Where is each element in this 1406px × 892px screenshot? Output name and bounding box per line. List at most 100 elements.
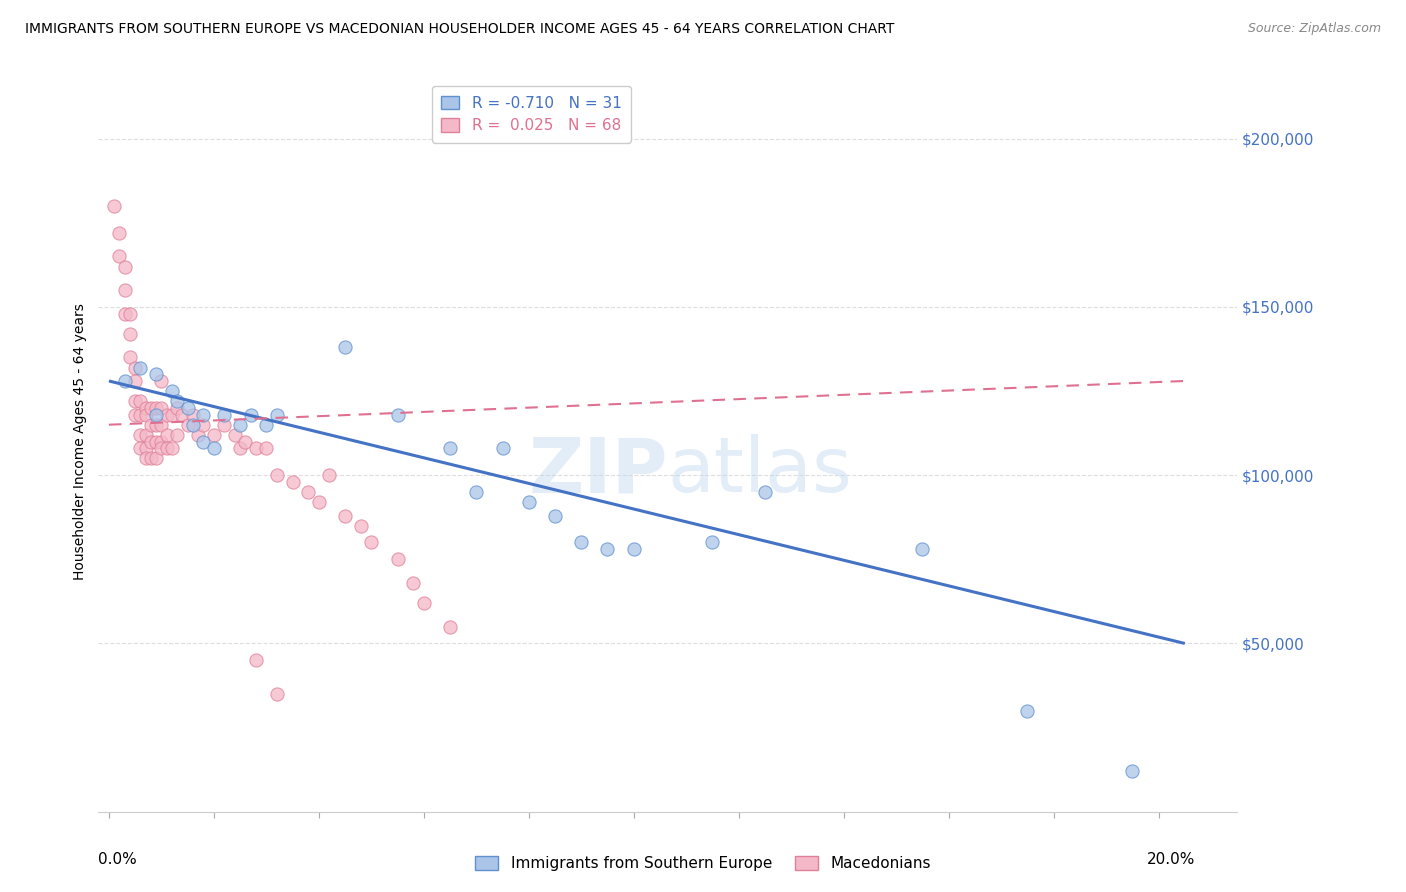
Point: [166, 401, 188, 415]
Point: [266, 468, 288, 483]
Point: [145, 451, 167, 466]
Point: [333, 340, 356, 354]
Point: [254, 442, 277, 456]
Point: [129, 394, 152, 409]
Point: [145, 368, 167, 382]
Text: IMMIGRANTS FROM SOUTHERN EUROPE VS MACEDONIAN HOUSEHOLDER INCOME AGES 45 - 64 YE: IMMIGRANTS FROM SOUTHERN EUROPE VS MACED…: [25, 22, 894, 37]
Point: [297, 485, 319, 500]
Point: [266, 687, 288, 701]
Point: [129, 442, 152, 456]
Point: [135, 401, 157, 415]
Point: [176, 417, 198, 432]
Point: [156, 442, 179, 456]
Point: [114, 307, 136, 321]
Point: [124, 408, 146, 422]
Point: [150, 374, 173, 388]
Point: [145, 417, 167, 432]
Point: [160, 408, 183, 422]
Point: [235, 434, 257, 449]
Text: Source: ZipAtlas.com: Source: ZipAtlas.com: [1247, 22, 1381, 36]
Point: [491, 442, 513, 456]
Point: [114, 283, 136, 297]
Point: [439, 619, 461, 633]
Y-axis label: Householder Income Ages 45 - 64 years: Householder Income Ages 45 - 64 years: [73, 303, 87, 580]
Text: atlas: atlas: [668, 434, 852, 508]
Point: [333, 508, 356, 523]
Point: [544, 508, 567, 523]
Point: [281, 475, 304, 489]
Point: [108, 226, 131, 240]
Point: [702, 535, 724, 549]
Point: [150, 434, 173, 449]
Point: [187, 427, 209, 442]
Point: [129, 360, 152, 375]
Point: [160, 442, 183, 456]
Point: [150, 401, 173, 415]
Point: [193, 417, 215, 432]
Point: [114, 374, 136, 388]
Point: [1121, 764, 1143, 779]
Point: [160, 384, 183, 398]
Point: [202, 427, 225, 442]
Point: [245, 442, 267, 456]
Point: [176, 401, 198, 415]
Point: [387, 552, 409, 566]
Point: [135, 451, 157, 466]
Point: [150, 417, 173, 432]
Point: [145, 408, 167, 422]
Point: [108, 250, 131, 264]
Point: [239, 408, 262, 422]
Point: [124, 360, 146, 375]
Point: [360, 535, 382, 549]
Point: [911, 542, 934, 557]
Point: [135, 408, 157, 422]
Point: [124, 374, 146, 388]
Point: [166, 427, 188, 442]
Text: ZIP: ZIP: [529, 434, 668, 508]
Point: [439, 442, 461, 456]
Point: [465, 485, 488, 500]
Point: [229, 442, 252, 456]
Text: 0.0%: 0.0%: [98, 852, 138, 867]
Point: [103, 199, 125, 213]
Point: [308, 495, 330, 509]
Point: [166, 394, 188, 409]
Point: [1017, 704, 1039, 718]
Point: [224, 427, 246, 442]
Point: [193, 408, 215, 422]
Point: [139, 451, 162, 466]
Point: [202, 442, 225, 456]
Point: [139, 401, 162, 415]
Point: [172, 408, 194, 422]
Point: [214, 408, 236, 422]
Point: [181, 408, 204, 422]
Point: [387, 408, 409, 422]
Point: [517, 495, 540, 509]
Point: [350, 518, 373, 533]
Point: [139, 417, 162, 432]
Point: [129, 408, 152, 422]
Legend: R = -0.710   N = 31, R =  0.025   N = 68: R = -0.710 N = 31, R = 0.025 N = 68: [432, 87, 630, 143]
Point: [318, 468, 340, 483]
Point: [114, 260, 136, 274]
Point: [254, 417, 277, 432]
Point: [129, 427, 152, 442]
Point: [402, 575, 425, 590]
Point: [118, 326, 141, 341]
Point: [754, 485, 776, 500]
Point: [118, 307, 141, 321]
Point: [139, 434, 162, 449]
Point: [145, 434, 167, 449]
Point: [135, 442, 157, 456]
Point: [266, 408, 288, 422]
Point: [569, 535, 592, 549]
Point: [135, 427, 157, 442]
Point: [150, 442, 173, 456]
Point: [181, 417, 204, 432]
Point: [118, 351, 141, 365]
Point: [245, 653, 267, 667]
Text: 20.0%: 20.0%: [1147, 852, 1195, 867]
Point: [193, 434, 215, 449]
Legend: Immigrants from Southern Europe, Macedonians: Immigrants from Southern Europe, Macedon…: [470, 850, 936, 877]
Point: [623, 542, 645, 557]
